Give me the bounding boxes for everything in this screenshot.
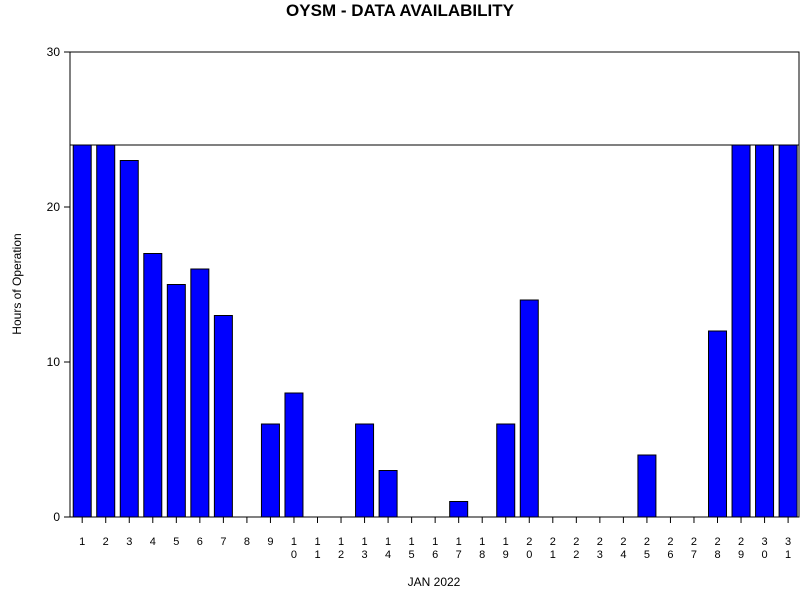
bar [96,144,116,518]
bar [260,423,280,518]
x-axis-label: JAN 2022 [408,575,461,589]
bar [778,144,798,518]
x-tick-label: 6 [197,536,203,548]
x-tick-label: 8 [244,536,250,548]
bar [708,330,728,518]
bar [378,470,398,518]
bar [355,423,375,518]
y-tick-label: 10 [47,355,61,369]
bars-layer [72,144,798,518]
bar [637,454,657,518]
x-tick-label: 3 [126,536,132,548]
y-tick-label: 0 [53,510,60,524]
bar [731,144,751,518]
x-tick-label: 4 [150,536,156,548]
y-tick-label: 30 [47,45,61,59]
bar [449,501,469,518]
bar [519,299,539,518]
bar [496,423,516,518]
bar [119,160,139,518]
bar [166,284,186,518]
bar [755,144,775,518]
x-tick-label: 9 [267,536,273,548]
bar [190,268,210,518]
bar [213,315,233,518]
bar [143,253,163,518]
x-tick-label: 2 [103,536,109,548]
chart-title: OYSM - DATA AVAILABILITY [286,1,514,20]
y-tick-label: 20 [47,200,61,214]
bar [284,392,304,518]
x-tick-label: 5 [173,536,179,548]
plot-frame [69,51,800,518]
y-axis-label: Hours of Operation [10,233,24,334]
x-tick-label: 1 [79,536,85,548]
x-tick-label: 7 [220,536,226,548]
x-axis: 1 2 3 4 5 6 7 8 9 1 01 11 21 31 41 51 61 71 81 92 02 12 22 32 42… [79,517,791,561]
bar [72,144,92,518]
y-axis: 0 10 20 30 [47,45,70,524]
